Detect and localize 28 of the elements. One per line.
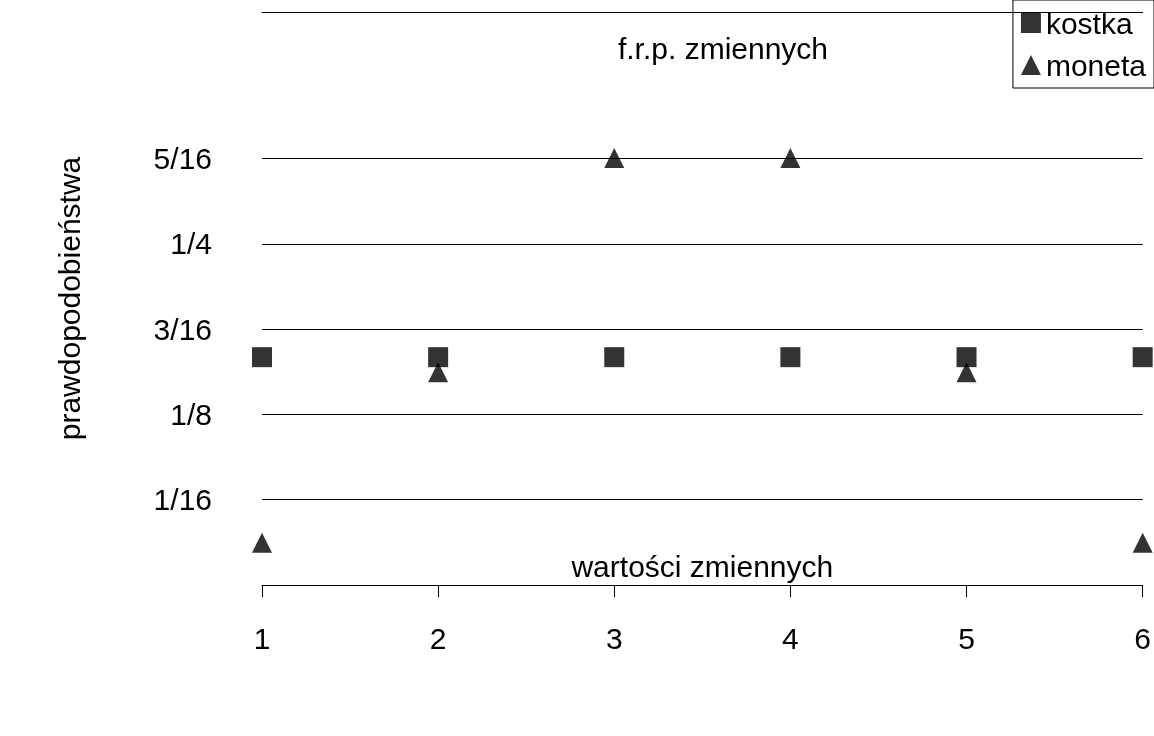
x-tick-label: 2 bbox=[429, 621, 447, 655]
point bbox=[956, 347, 977, 368]
y-axis-title: prawdopodobieństwa bbox=[52, 156, 86, 441]
y-tick-label: 1/4 bbox=[170, 227, 212, 261]
y-tick-label: 3/16 bbox=[153, 312, 212, 346]
legend-label: moneta bbox=[1045, 48, 1147, 82]
point bbox=[252, 347, 272, 368]
point bbox=[428, 347, 449, 368]
point bbox=[780, 347, 801, 368]
point bbox=[1132, 532, 1153, 553]
point bbox=[428, 362, 449, 383]
legend-label: kostka bbox=[1045, 6, 1133, 40]
x-tick-label: 4 bbox=[782, 621, 799, 655]
point bbox=[1132, 347, 1153, 368]
point bbox=[252, 532, 272, 553]
y-tick-label: 1/16 bbox=[153, 483, 212, 517]
x-axis-title: wartości zmiennych bbox=[570, 549, 834, 583]
x-tick-label: 3 bbox=[605, 621, 623, 655]
y-tick-label: 5/16 bbox=[153, 142, 212, 176]
text: f.r.p. zmiennych bbox=[617, 31, 829, 65]
x-tick-label: 5 bbox=[958, 621, 975, 655]
point bbox=[956, 362, 977, 383]
point bbox=[780, 147, 801, 168]
point bbox=[604, 147, 625, 168]
y-tick-label: 1/8 bbox=[170, 397, 212, 431]
point bbox=[604, 347, 625, 368]
x-tick-label: 1 bbox=[253, 621, 271, 655]
x-tick-label: 6 bbox=[1134, 621, 1151, 655]
